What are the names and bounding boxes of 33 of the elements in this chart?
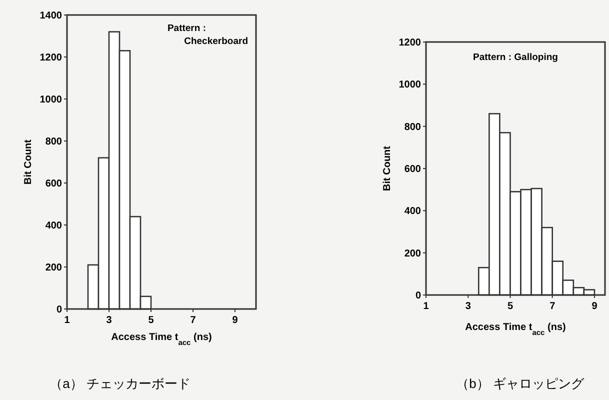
x-axis-title: Access Time t$_{acc}$ (ns) — [111, 332, 212, 346]
x-tick-label: 5 — [507, 301, 514, 312]
y-tick-label: 0 — [415, 290, 422, 302]
y-tick-label: 1200 — [40, 52, 62, 64]
x-tick-label: 9 — [232, 315, 238, 326]
annotation: Pattern : Galloping — [473, 52, 558, 63]
x-tick-label: 9 — [592, 301, 598, 312]
text: （a） チェッカーボード — [50, 376, 190, 391]
text: （b） ギャロッピング — [456, 376, 585, 391]
y-tick-label: 1200 — [398, 38, 422, 48]
y-tick-label: 400 — [45, 220, 62, 232]
x-tick-label: 1 — [423, 301, 430, 312]
y-tick-label: 800 — [404, 122, 422, 133]
x-tick-label: 3 — [106, 315, 112, 326]
y-axis-title: Bit Count — [382, 145, 393, 191]
y-tick-label: 1000 — [40, 94, 62, 106]
x-axis-title: Access Time t$_{acc}$ (ns) — [465, 322, 566, 336]
x-tick-label: 5 — [148, 315, 154, 326]
y-tick-label: 1000 — [398, 80, 422, 91]
y-tick-label: 600 — [45, 178, 62, 190]
x-tick-label: 3 — [465, 301, 472, 312]
y-tick-label: 800 — [45, 136, 62, 148]
annotation: Pattern : Checkerboard — [167, 23, 248, 47]
x-tick-label: 7 — [550, 301, 556, 312]
y-tick-label: 400 — [404, 206, 422, 218]
x-tick-label: 1 — [64, 315, 70, 326]
y-axis-title: Bit Count — [23, 138, 34, 184]
y-tick-label: 200 — [404, 248, 422, 260]
y-tick-label: 200 — [45, 262, 62, 274]
y-tick-label: 0 — [56, 304, 62, 316]
x-tick-label: 7 — [190, 315, 196, 326]
y-tick-label: 1400 — [40, 10, 62, 22]
y-tick-label: 600 — [404, 164, 422, 175]
